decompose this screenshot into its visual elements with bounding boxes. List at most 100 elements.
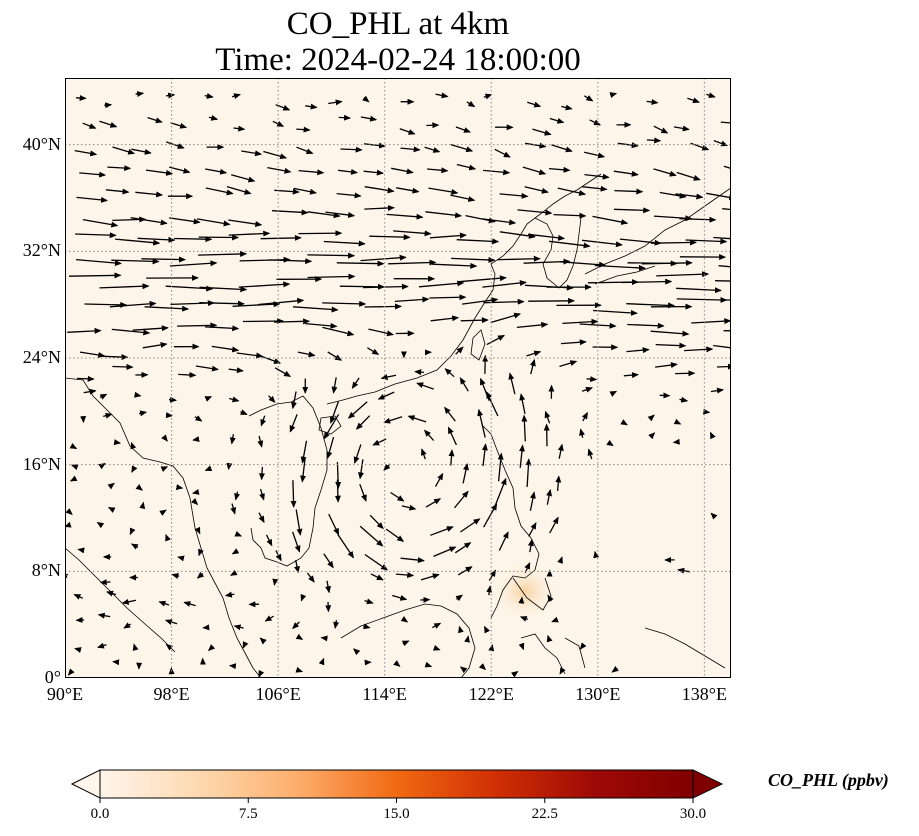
wind-arrow bbox=[161, 434, 168, 442]
lon-tick-label: 122°E bbox=[468, 684, 514, 704]
wind-arrow bbox=[450, 194, 476, 202]
wind-arrow bbox=[69, 443, 78, 450]
colorbar-tick-label: 15.0 bbox=[383, 806, 410, 822]
wind-arrow bbox=[399, 128, 416, 135]
wind-arrow bbox=[234, 491, 241, 501]
wind-arrow bbox=[679, 396, 689, 403]
wind-arrow bbox=[347, 401, 368, 419]
wind-arrow bbox=[165, 533, 171, 542]
lon-tick-label: 130°E bbox=[575, 684, 621, 704]
wind-arrow bbox=[655, 362, 678, 369]
wind-arrow bbox=[272, 578, 279, 586]
wind-arrow bbox=[272, 120, 285, 127]
wind-arrow bbox=[420, 448, 427, 460]
wind-arrow bbox=[528, 233, 566, 241]
wind-arrow bbox=[74, 647, 82, 653]
lon-tick-label: 138°E bbox=[681, 684, 727, 704]
wind-arrow bbox=[204, 465, 213, 472]
colorbar bbox=[70, 769, 724, 803]
wind-arrow bbox=[79, 351, 106, 358]
coastlines bbox=[65, 173, 731, 678]
wind-arrow bbox=[99, 579, 111, 586]
wind-arrow bbox=[490, 312, 522, 324]
wind-arrow bbox=[183, 601, 196, 607]
wind-arrow bbox=[318, 657, 325, 666]
wind-arrow bbox=[390, 491, 405, 502]
wind-arrow bbox=[459, 377, 469, 392]
wind-arrow bbox=[333, 620, 340, 629]
wind-arrow bbox=[385, 528, 405, 542]
wind-arrow bbox=[609, 390, 618, 397]
lon-tick-label: 98°E bbox=[153, 684, 190, 704]
wind-arrow bbox=[650, 239, 697, 246]
wind-arrow bbox=[292, 621, 300, 630]
co-hotspot bbox=[490, 561, 559, 622]
wind-arrow bbox=[450, 143, 474, 153]
wind-arrow bbox=[204, 93, 214, 99]
wind-arrow bbox=[494, 477, 507, 507]
wind-arrow bbox=[226, 185, 252, 195]
wind-arrow bbox=[479, 377, 490, 401]
wind-arrow bbox=[392, 594, 408, 601]
wind-arrow bbox=[359, 483, 367, 502]
wind-arrow bbox=[549, 516, 559, 534]
wind-arrow bbox=[326, 436, 335, 459]
wind-arrow bbox=[83, 388, 97, 395]
wind-arrow bbox=[521, 414, 528, 442]
wind-arrow bbox=[362, 95, 370, 103]
wind-arrow bbox=[258, 669, 265, 678]
wind-arrow bbox=[482, 279, 527, 288]
wind-arrow bbox=[322, 300, 367, 307]
wind-arrow bbox=[709, 431, 716, 440]
korea-coastline bbox=[534, 217, 582, 289]
wind-arrow bbox=[428, 187, 459, 195]
wind-arrow bbox=[394, 296, 430, 303]
wind-arrow bbox=[336, 260, 385, 267]
wind-arrow bbox=[208, 114, 219, 121]
wind-arrow bbox=[112, 363, 134, 370]
indochina-coastline bbox=[248, 395, 328, 567]
wind-arrow bbox=[589, 119, 602, 126]
wind-arrow bbox=[196, 571, 205, 579]
wind-arrow bbox=[199, 286, 248, 293]
wind-arrow bbox=[544, 410, 551, 424]
wind-arrow bbox=[198, 250, 248, 257]
wind-arrow bbox=[359, 525, 384, 547]
wind-arrow bbox=[579, 428, 585, 438]
wind-arrow bbox=[363, 169, 384, 176]
wind-arrow bbox=[305, 322, 338, 329]
wind-arrow bbox=[300, 593, 307, 602]
wind-arrow bbox=[433, 546, 457, 557]
wind-arrow bbox=[546, 634, 553, 643]
wind-arrow bbox=[723, 330, 731, 332]
wind-arrow bbox=[430, 526, 454, 536]
wind-arrow bbox=[233, 624, 244, 631]
wind-arrow bbox=[420, 573, 440, 581]
wind-arrow bbox=[456, 163, 477, 171]
wind-arrow bbox=[620, 419, 628, 426]
wind-arrow bbox=[325, 211, 356, 218]
wind-arrow bbox=[131, 148, 152, 155]
wind-arrow bbox=[335, 462, 342, 489]
wind-arrow bbox=[364, 204, 395, 211]
wind-arrow bbox=[583, 95, 594, 102]
wind-arrow bbox=[113, 439, 122, 446]
wind-arrow bbox=[166, 92, 176, 99]
wind-arrow bbox=[115, 238, 161, 246]
wind-arrow bbox=[462, 463, 469, 484]
wind-arrow bbox=[160, 466, 169, 472]
wind-arrow bbox=[144, 305, 190, 312]
wind-arrow bbox=[656, 271, 710, 278]
wind-arrow bbox=[430, 315, 460, 322]
wind-arrow bbox=[338, 168, 358, 175]
wind-arrow bbox=[710, 512, 718, 520]
china-coastline bbox=[326, 173, 602, 405]
wind-arrow bbox=[546, 489, 553, 505]
wind-arrow bbox=[517, 209, 553, 216]
wind-arrow bbox=[306, 572, 315, 583]
wind-arrow bbox=[99, 120, 118, 128]
wind-arrow bbox=[416, 382, 434, 390]
wind-arrow bbox=[367, 347, 380, 355]
wind-arrow bbox=[364, 303, 402, 310]
taiwan-coastline bbox=[470, 329, 486, 361]
